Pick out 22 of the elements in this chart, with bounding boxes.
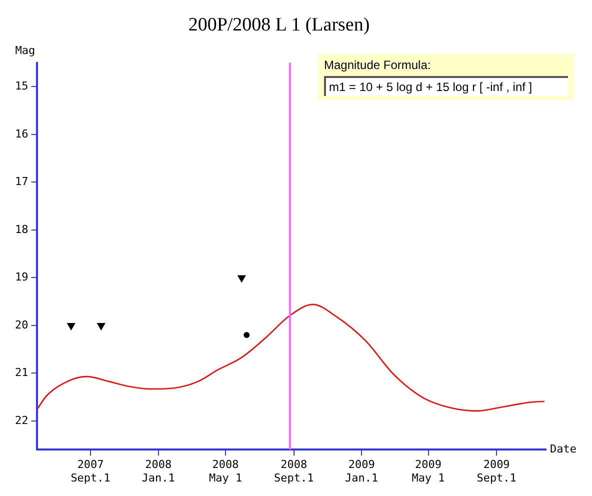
y-tick-label: 18 bbox=[14, 222, 28, 236]
formula-panel: Magnitude Formula: m1 = 10 + 5 log d + 15 log r [ -inf , inf ] bbox=[318, 54, 574, 100]
y-axis-title: Mag bbox=[15, 44, 36, 58]
y-tick-label: 22 bbox=[14, 414, 28, 427]
y-tick-label: 16 bbox=[14, 127, 28, 140]
chart-title: 200P/2008 L 1 (Larsen) bbox=[188, 14, 370, 36]
y-tick-label: 17 bbox=[14, 175, 28, 188]
annotation: Magnitude Formula: bbox=[324, 58, 432, 72]
x-tick-label: 2007 Sept.1 bbox=[70, 458, 110, 484]
y-tick-label: 19 bbox=[14, 270, 28, 284]
line-series bbox=[37, 304, 545, 412]
x-tick-label: 2008 Sept.1 bbox=[274, 458, 314, 484]
y-tick-label: 15 bbox=[14, 80, 28, 93]
y-tick-label: 21 bbox=[14, 366, 28, 380]
x-tick-label: 2009 Jan.1 bbox=[345, 458, 378, 484]
x-tick-label: 2009 Sept.1 bbox=[476, 458, 516, 484]
x-axis-title: Date bbox=[550, 442, 576, 456]
x-tick-label: 2009 May 1 bbox=[412, 458, 445, 484]
x-tick-label: 2008 Jan.1 bbox=[142, 458, 175, 484]
x-tick-label: 2008 May 1 bbox=[208, 458, 242, 484]
y-tick-label: 20 bbox=[14, 318, 28, 332]
formula-field: m1 = 10 + 5 log d + 15 log r [ -inf , inf ] bbox=[324, 76, 568, 96]
